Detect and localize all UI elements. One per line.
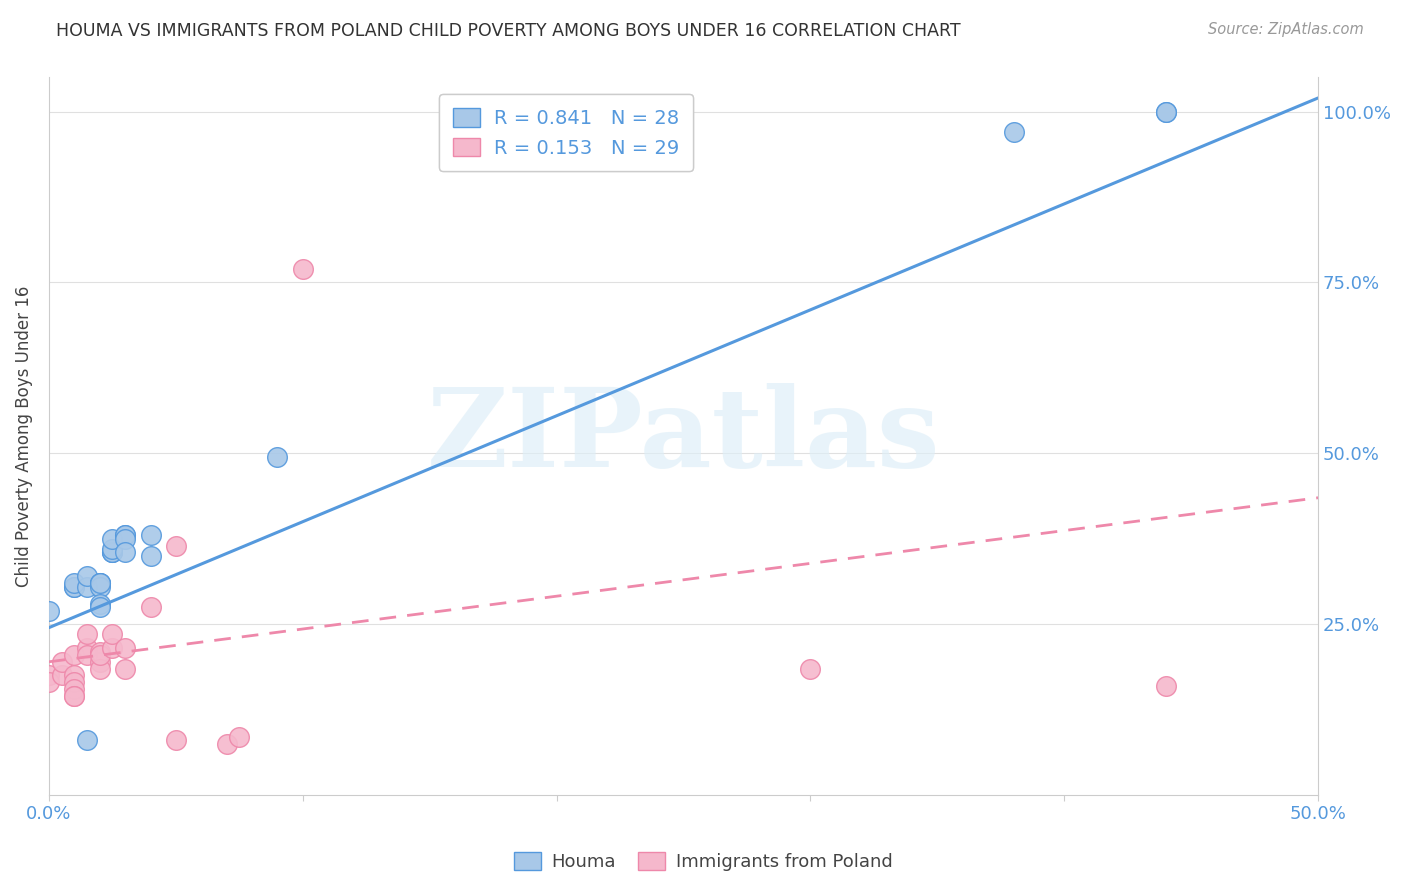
Point	[89, 576, 111, 591]
Point	[89, 648, 111, 662]
Point	[63, 689, 86, 703]
Point	[89, 580, 111, 594]
Y-axis label: Child Poverty Among Boys Under 16: Child Poverty Among Boys Under 16	[15, 285, 32, 587]
Point	[114, 528, 136, 542]
Text: ZIPatlas: ZIPatlas	[427, 383, 941, 490]
Point	[101, 545, 124, 559]
Point	[1154, 104, 1177, 119]
Point	[114, 662, 136, 676]
Point	[63, 682, 86, 697]
Point	[38, 668, 60, 682]
Legend: Houma, Immigrants from Poland: Houma, Immigrants from Poland	[506, 846, 900, 879]
Point	[89, 576, 111, 591]
Point	[76, 580, 98, 594]
Point	[89, 655, 111, 669]
Point	[51, 655, 73, 669]
Point	[89, 600, 111, 615]
Point	[63, 580, 86, 594]
Point	[228, 730, 250, 744]
Point	[63, 668, 86, 682]
Point	[165, 539, 187, 553]
Text: Source: ZipAtlas.com: Source: ZipAtlas.com	[1208, 22, 1364, 37]
Point	[89, 662, 111, 676]
Point	[89, 576, 111, 591]
Point	[139, 600, 162, 615]
Point	[63, 580, 86, 594]
Point	[76, 569, 98, 583]
Point	[89, 644, 111, 658]
Point	[114, 528, 136, 542]
Point	[215, 737, 238, 751]
Point	[101, 545, 124, 559]
Point	[1154, 679, 1177, 693]
Point	[139, 528, 162, 542]
Point	[51, 668, 73, 682]
Point	[63, 689, 86, 703]
Point	[799, 662, 821, 676]
Point	[101, 627, 124, 641]
Point	[291, 261, 314, 276]
Point	[76, 648, 98, 662]
Point	[101, 641, 124, 656]
Point	[1002, 125, 1025, 139]
Point	[76, 733, 98, 747]
Point	[63, 648, 86, 662]
Point	[63, 675, 86, 690]
Point	[114, 641, 136, 656]
Point	[266, 450, 288, 464]
Point	[89, 597, 111, 611]
Point	[114, 545, 136, 559]
Point	[38, 675, 60, 690]
Point	[165, 733, 187, 747]
Point	[1154, 104, 1177, 119]
Point	[114, 532, 136, 546]
Point	[63, 576, 86, 591]
Point	[101, 541, 124, 556]
Point	[139, 549, 162, 563]
Point	[101, 545, 124, 559]
Point	[76, 627, 98, 641]
Text: HOUMA VS IMMIGRANTS FROM POLAND CHILD POVERTY AMONG BOYS UNDER 16 CORRELATION CH: HOUMA VS IMMIGRANTS FROM POLAND CHILD PO…	[56, 22, 960, 40]
Legend: R = 0.841   N = 28, R = 0.153   N = 29: R = 0.841 N = 28, R = 0.153 N = 29	[440, 95, 693, 171]
Point	[76, 641, 98, 656]
Point	[38, 603, 60, 617]
Point	[101, 532, 124, 546]
